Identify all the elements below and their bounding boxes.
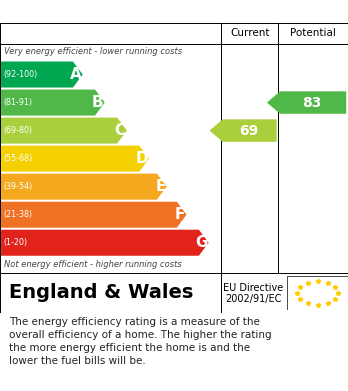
Text: EU Directive: EU Directive — [223, 283, 283, 293]
Polygon shape — [267, 91, 346, 114]
Text: (39-54): (39-54) — [3, 182, 33, 191]
Polygon shape — [1, 61, 83, 88]
Text: Potential: Potential — [290, 28, 336, 38]
Text: Very energy efficient - lower running costs: Very energy efficient - lower running co… — [4, 47, 182, 57]
Text: Energy Efficiency Rating: Energy Efficiency Rating — [9, 4, 211, 19]
Text: 83: 83 — [302, 95, 322, 109]
Text: (92-100): (92-100) — [3, 70, 38, 79]
Text: B: B — [92, 95, 104, 110]
Text: (69-80): (69-80) — [3, 126, 33, 135]
Text: 2002/91/EC: 2002/91/EC — [225, 294, 281, 304]
Text: 69: 69 — [239, 124, 258, 138]
Text: England & Wales: England & Wales — [9, 283, 193, 303]
Text: D: D — [135, 151, 148, 166]
Text: Current: Current — [230, 28, 269, 38]
Text: The energy efficiency rating is a measure of the
overall efficiency of a home. T: The energy efficiency rating is a measur… — [9, 317, 271, 366]
Text: C: C — [115, 123, 126, 138]
Text: Not energy efficient - higher running costs: Not energy efficient - higher running co… — [4, 260, 182, 269]
Text: F: F — [175, 207, 185, 222]
Text: (1-20): (1-20) — [3, 238, 27, 247]
Text: (55-68): (55-68) — [3, 154, 33, 163]
Polygon shape — [1, 230, 209, 256]
Text: A: A — [70, 67, 82, 82]
Text: E: E — [155, 179, 166, 194]
Polygon shape — [209, 119, 277, 142]
Polygon shape — [1, 202, 187, 228]
Polygon shape — [1, 118, 127, 143]
Text: (21-38): (21-38) — [3, 210, 33, 219]
Polygon shape — [1, 145, 149, 172]
Text: (81-91): (81-91) — [3, 98, 33, 107]
Polygon shape — [1, 174, 167, 200]
Polygon shape — [1, 90, 105, 116]
Text: G: G — [195, 235, 207, 250]
